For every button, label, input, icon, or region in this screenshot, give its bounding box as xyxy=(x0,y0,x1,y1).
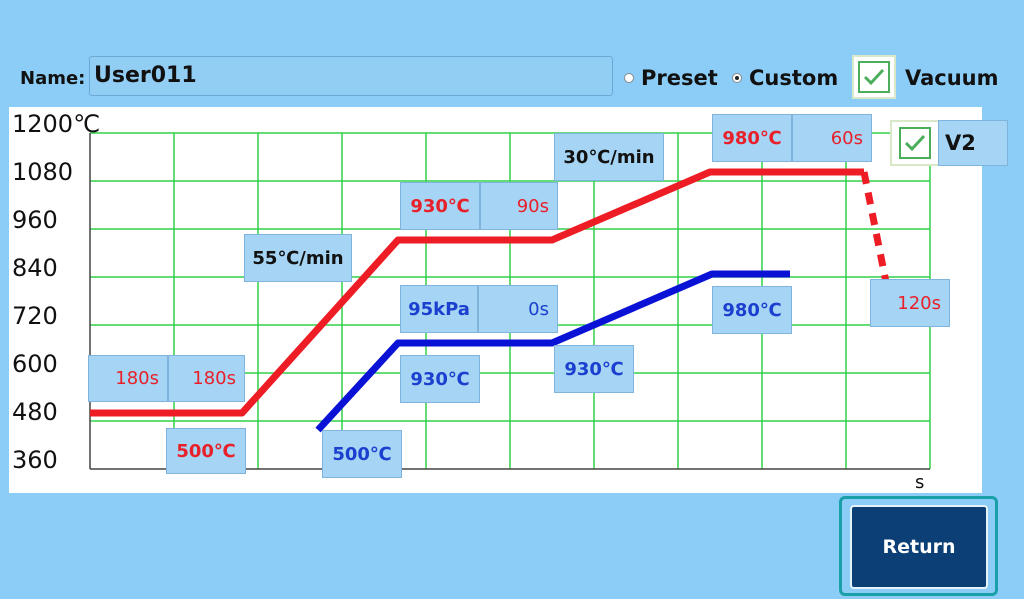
vacuum-label: Vacuum xyxy=(905,66,999,90)
custom-label: Custom xyxy=(749,66,839,90)
preset-radio-dot[interactable] xyxy=(624,73,634,83)
cooling-segment-line xyxy=(860,171,890,283)
vacuum-checkbox[interactable] xyxy=(852,55,896,99)
x-axis-unit: s xyxy=(915,472,925,493)
y-tick: 840 xyxy=(12,254,58,282)
pressure-profile-line xyxy=(315,270,790,433)
y-tick: 480 xyxy=(12,398,58,426)
pressure-hold2-temp-end-field[interactable]: 930℃ xyxy=(554,345,634,393)
checkmark-icon xyxy=(899,127,931,159)
pressure-start-temp-field[interactable]: 500℃ xyxy=(322,430,402,478)
preset-radio[interactable]: Preset xyxy=(624,66,718,90)
temperature-profile-line xyxy=(90,168,864,417)
cool-time-field[interactable]: 120s xyxy=(870,279,950,327)
checkmark-icon xyxy=(858,61,890,93)
hold1-time-b-field[interactable]: 180s xyxy=(168,355,245,402)
pressure-hold2-temp-field[interactable]: 930℃ xyxy=(400,355,480,403)
hold3-time-field[interactable]: 60s xyxy=(792,114,872,162)
y-tick: 600 xyxy=(12,350,58,378)
y-tick: 1200℃ xyxy=(12,110,101,138)
hold2-time-field[interactable]: 90s xyxy=(480,182,558,230)
y-tick: 720 xyxy=(12,302,58,330)
custom-radio[interactable]: Custom xyxy=(732,66,838,90)
hold2-temp-field[interactable]: 930℃ xyxy=(400,182,480,230)
name-label: Name: xyxy=(20,68,86,89)
return-button[interactable]: Return xyxy=(850,505,988,589)
hold3-temp-field[interactable]: 980℃ xyxy=(712,114,792,162)
name-input[interactable]: User011 xyxy=(89,56,613,96)
y-tick: 960 xyxy=(12,206,58,234)
y-tick: 1080 xyxy=(12,158,74,186)
ramp1-rate-field[interactable]: 55℃/min xyxy=(244,234,352,282)
pressure-hold3-temp-field[interactable]: 980℃ xyxy=(712,286,792,334)
v2-label: V2 xyxy=(938,120,1008,166)
start-temp-field[interactable]: 500℃ xyxy=(166,428,246,474)
v2-checkbox[interactable] xyxy=(890,120,940,166)
hold1-time-a-field[interactable]: 180s xyxy=(88,355,168,402)
custom-radio-dot[interactable] xyxy=(732,73,742,83)
pressure-field[interactable]: 95kPa xyxy=(400,285,478,333)
preset-label: Preset xyxy=(641,66,718,90)
pressure-time-field[interactable]: 0s xyxy=(478,285,558,333)
y-tick: 360 xyxy=(12,446,58,474)
ramp2-rate-field[interactable]: 30℃/min xyxy=(554,133,664,181)
